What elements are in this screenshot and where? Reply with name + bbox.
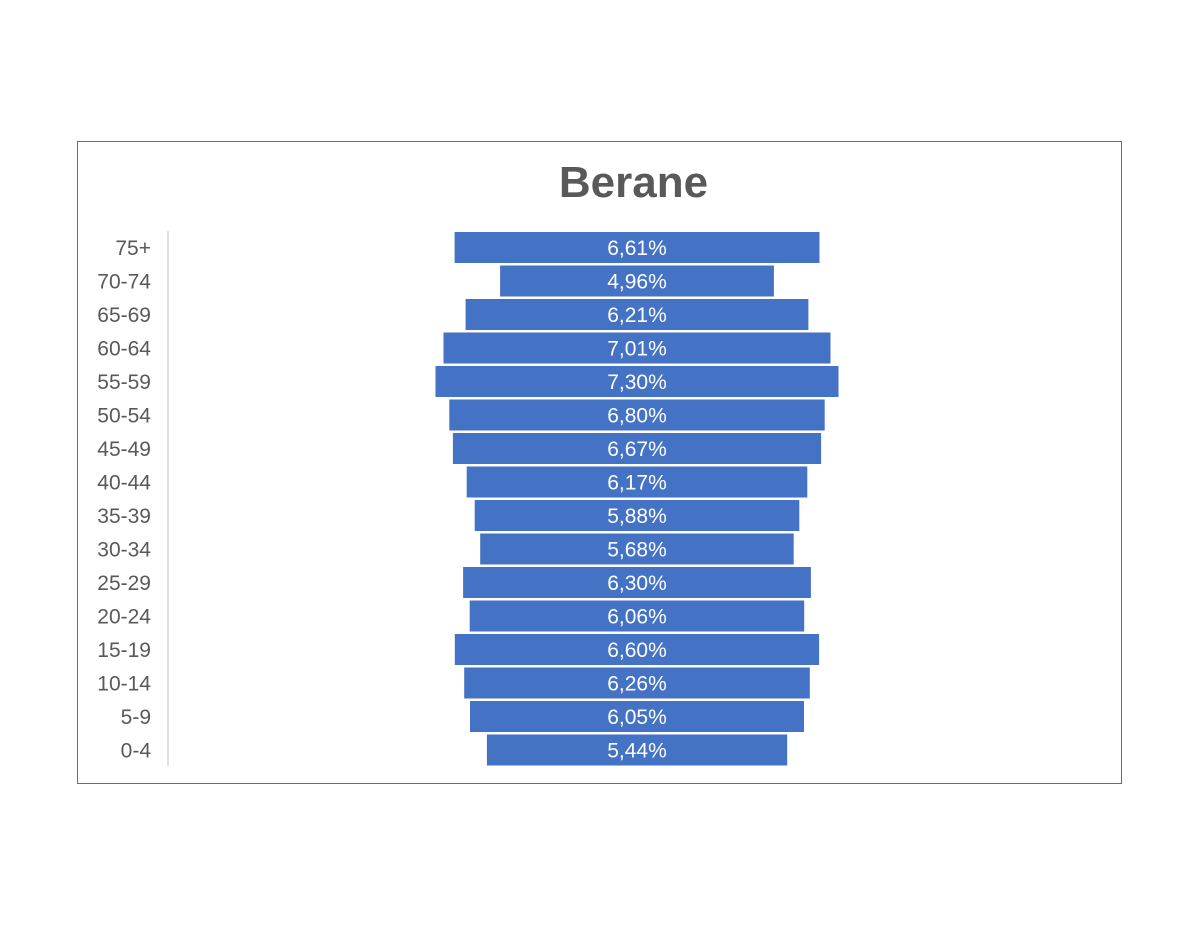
category-labels: 75+ 70-74 65-69 60-64 55-59 50-54 45-49 40-44 35… (97, 237, 151, 763)
bar-40-44 (466, 466, 808, 498)
category-label: 25-29 (97, 572, 151, 595)
category-label: 0-4 (121, 740, 152, 763)
data-label: 6,06% (607, 606, 667, 629)
data-label: 7,30% (607, 371, 667, 394)
category-label: 5-9 (121, 706, 151, 729)
category-label: 35-39 (97, 505, 151, 528)
data-label: 4,96% (607, 271, 667, 294)
data-label: 7,01% (607, 338, 667, 361)
data-label: 6,67% (607, 438, 667, 461)
category-label: 45-49 (97, 438, 151, 461)
bar-75+ (454, 232, 820, 263)
category-label: 15-19 (97, 639, 151, 662)
data-label: 5,68% (607, 539, 667, 562)
category-label: 50-54 (97, 405, 151, 428)
bar-55-59 (435, 366, 839, 397)
category-label: 40-44 (97, 472, 151, 495)
bars-group (435, 232, 839, 766)
data-label: 6,60% (607, 639, 667, 662)
chart-title: Berane (558, 158, 709, 207)
bar-20-24 (469, 600, 805, 632)
bar-10-14 (464, 667, 810, 699)
data-label: 6,30% (607, 572, 667, 595)
bar-0-4 (486, 734, 788, 766)
value-labels: 6,61% 4,96% 6,21% 7,01% 7,30% 6,80% 6,67% 6,17%… (607, 237, 667, 763)
data-label: 6,61% (607, 237, 667, 260)
category-label: 65-69 (97, 304, 151, 327)
bar-70-74 (500, 265, 774, 297)
category-label: 70-74 (97, 271, 151, 294)
bar-60-64 (443, 332, 831, 364)
bar-25-29 (463, 567, 811, 598)
data-label: 5,44% (607, 740, 667, 763)
bar-15-19 (454, 634, 820, 665)
bar-30-34 (480, 533, 794, 565)
bar-50-54 (449, 399, 825, 431)
category-label: 30-34 (97, 539, 151, 562)
data-label: 6,21% (607, 304, 667, 327)
data-label: 5,88% (607, 505, 667, 528)
bar-65-69 (465, 299, 809, 330)
data-label: 6,05% (607, 706, 667, 729)
category-label: 60-64 (97, 338, 151, 361)
data-label: 6,17% (607, 472, 667, 495)
category-label: 20-24 (97, 606, 151, 629)
data-label: 6,26% (607, 673, 667, 696)
bar-45-49 (452, 433, 822, 464)
bar-35-39 (474, 500, 800, 531)
category-label: 75+ (115, 237, 151, 260)
bar-5-9 (470, 701, 804, 732)
category-label: 10-14 (97, 673, 151, 696)
category-label: 55-59 (97, 371, 151, 394)
data-label: 6,80% (607, 405, 667, 428)
